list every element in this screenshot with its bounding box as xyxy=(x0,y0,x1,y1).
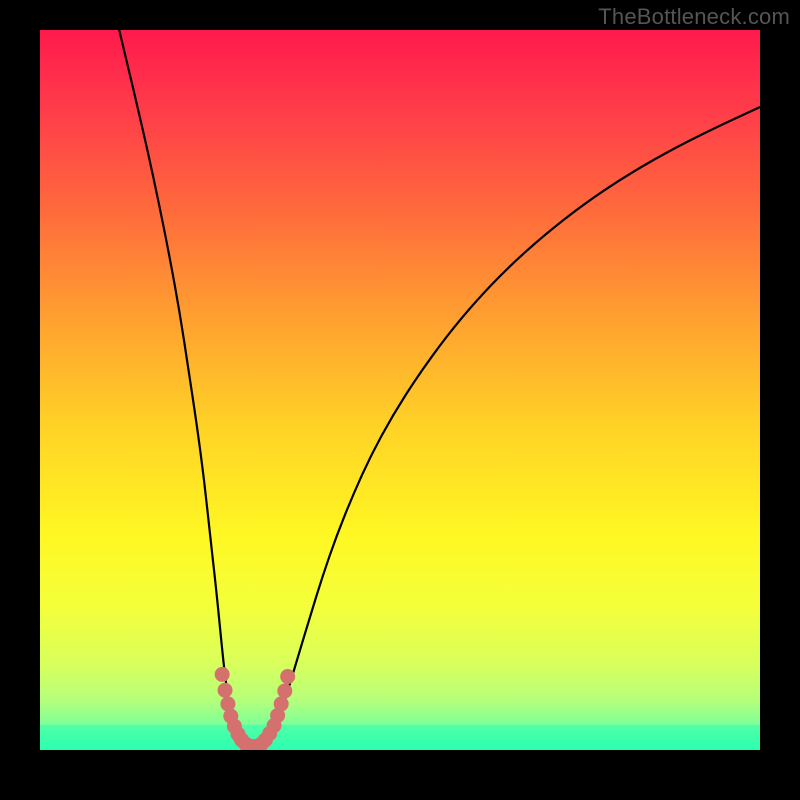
chart-svg xyxy=(40,30,760,750)
trough-marker xyxy=(274,696,289,711)
root-container: TheBottleneck.com xyxy=(0,0,800,800)
trough-marker xyxy=(277,683,292,698)
chart-plot-area xyxy=(40,30,760,750)
trough-marker xyxy=(218,683,233,698)
watermark-text: TheBottleneck.com xyxy=(598,4,790,30)
chart-bottom-band xyxy=(40,725,760,750)
trough-marker xyxy=(215,667,230,682)
chart-background-gradient xyxy=(40,30,760,750)
trough-marker xyxy=(280,669,295,684)
